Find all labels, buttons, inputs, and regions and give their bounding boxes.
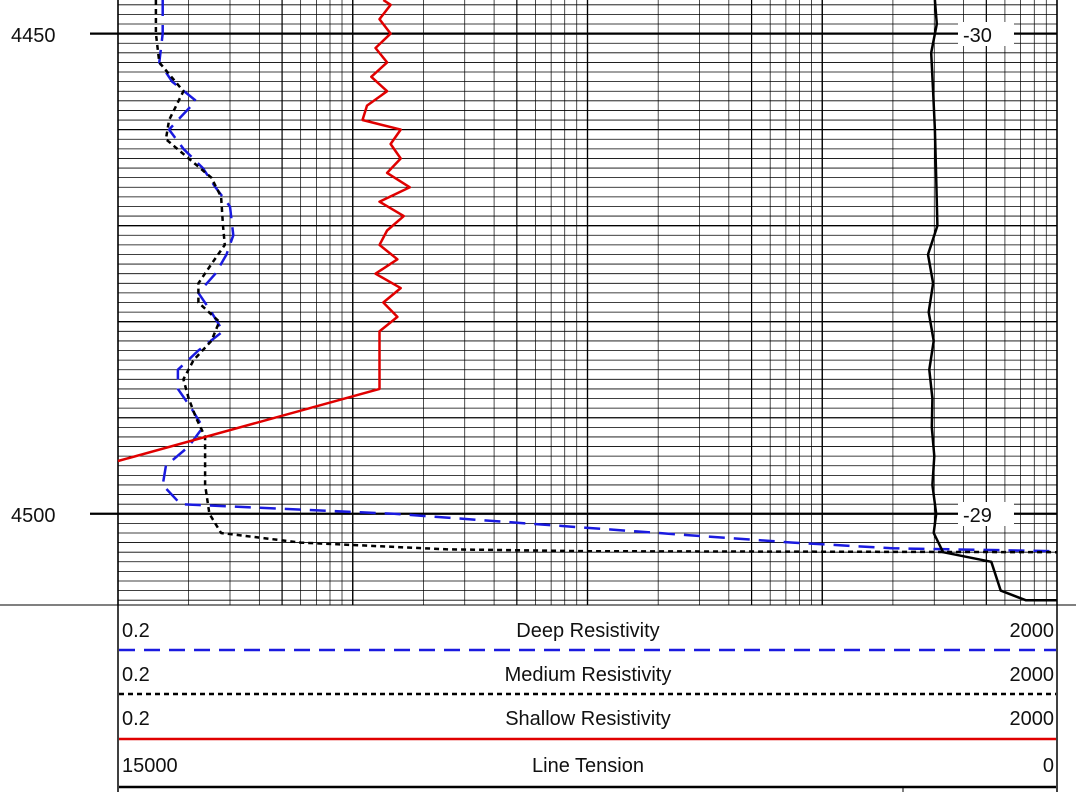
medium-resistivity-scale-right: 2000 xyxy=(1010,664,1055,686)
line-tension-name: Line Tension xyxy=(532,755,644,777)
deep-resistivity-name: Deep Resistivity xyxy=(516,620,659,642)
log-grid xyxy=(90,0,1058,605)
tension-mark-1: -29 xyxy=(963,505,992,527)
depth-axis: 4450 4500 xyxy=(11,25,56,527)
deep-resistivity-curve xyxy=(158,0,1058,553)
deep-resistivity-scale-left: 0.2 xyxy=(122,620,150,642)
tension-marks: -30 -29 xyxy=(958,22,1014,527)
curve-layer xyxy=(117,0,1058,602)
deep-resistivity-scale-right: 2000 xyxy=(1010,620,1055,642)
line-tension-curve xyxy=(926,0,1057,602)
line-tension-scale-right: 0 xyxy=(1043,755,1054,777)
depth-label-4500: 4500 xyxy=(11,505,56,527)
medium-resistivity-scale-left: 0.2 xyxy=(122,664,150,686)
tension-mark-bg-1 xyxy=(958,502,1014,526)
medium-resistivity-curve xyxy=(154,0,1058,554)
line-tension-scale-left: 15000 xyxy=(122,755,178,777)
shallow-resistivity-scale-right: 2000 xyxy=(1010,708,1055,730)
track-header: 0.2 Deep Resistivity 2000 0.2 Medium Res… xyxy=(0,604,1076,792)
shallow-resistivity-name: Shallow Resistivity xyxy=(505,708,671,730)
tension-mark-bg-0 xyxy=(958,22,1014,46)
tension-mark-0: -30 xyxy=(963,25,992,47)
shallow-resistivity-scale-left: 0.2 xyxy=(122,708,150,730)
medium-resistivity-name: Medium Resistivity xyxy=(505,664,672,686)
shallow-resistivity-curve xyxy=(117,0,412,463)
depth-label-4450: 4450 xyxy=(11,25,56,47)
